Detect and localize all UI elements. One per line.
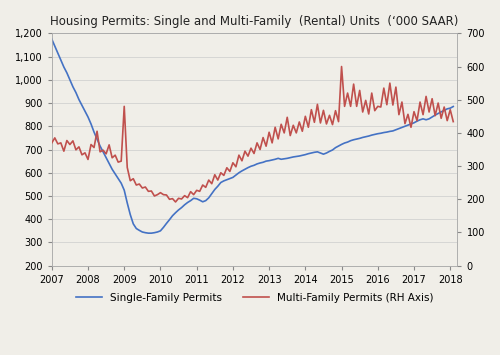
Multi-Family Permits (RH Axis): [432, 114, 438, 118]
Single-Family Permits: [450, 104, 456, 109]
Multi-Family Permits (RH Axis): [429, 97, 435, 101]
Multi-Family Permits (RH Axis): [70, 139, 76, 143]
Single-Family Permits: [152, 230, 158, 235]
Multi-Family Permits (RH Axis): [49, 141, 55, 145]
Multi-Family Permits (RH Axis): [450, 120, 456, 124]
Line: Multi-Family Permits (RH Axis): Multi-Family Permits (RH Axis): [52, 66, 453, 202]
Multi-Family Permits (RH Axis): [172, 200, 178, 204]
Multi-Family Permits (RH Axis): [338, 64, 344, 69]
Multi-Family Permits (RH Axis): [148, 189, 154, 193]
Single-Family Permits: [49, 37, 55, 41]
Legend: Single-Family Permits, Multi-Family Permits (RH Axis): Single-Family Permits, Multi-Family Perm…: [72, 289, 438, 307]
Single-Family Permits: [206, 196, 212, 200]
Single-Family Permits: [136, 228, 142, 233]
Line: Single-Family Permits: Single-Family Permits: [52, 39, 453, 233]
Single-Family Permits: [146, 231, 152, 235]
Multi-Family Permits (RH Axis): [136, 182, 142, 186]
Multi-Family Permits (RH Axis): [206, 178, 212, 182]
Single-Family Permits: [70, 84, 76, 89]
Single-Family Permits: [426, 117, 432, 121]
Title: Housing Permits: Single and Multi-Family  (Rental) Units  (‘000 SAAR): Housing Permits: Single and Multi-Family…: [50, 15, 459, 28]
Single-Family Permits: [429, 115, 435, 119]
